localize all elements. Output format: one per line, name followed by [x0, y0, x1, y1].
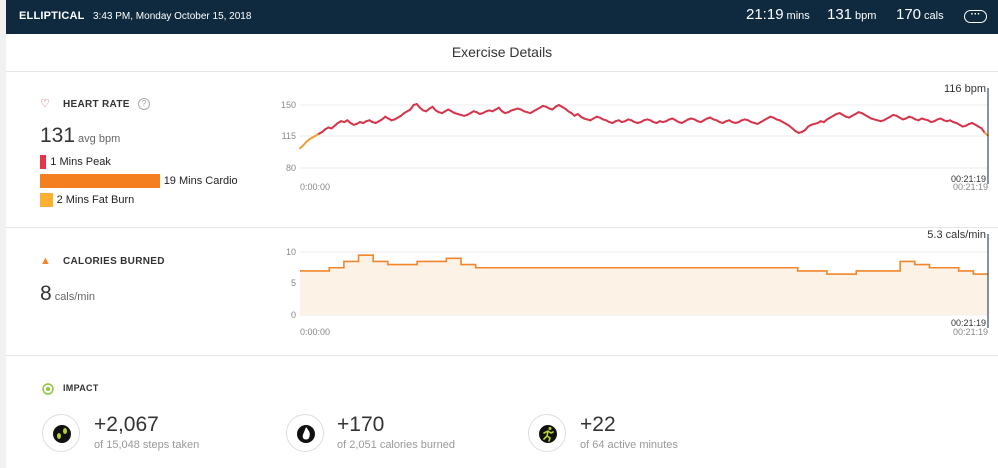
- y-tick-label: 80: [286, 163, 296, 173]
- help-icon[interactable]: ?: [138, 98, 150, 110]
- cursor-time: 00:21:19: [951, 318, 986, 328]
- y-tick-label: 115: [282, 131, 296, 141]
- runner-icon: [528, 414, 566, 452]
- page-title: Exercise Details: [451, 44, 553, 60]
- impact-active-sub: of 64 active minutes: [580, 439, 678, 451]
- duration-stat: 21:19 mins: [746, 6, 810, 23]
- avg-heart-rate: 131 avg bpm: [40, 124, 121, 147]
- y-tick-label: 150: [281, 100, 296, 110]
- y-tick-label: 5: [291, 278, 296, 288]
- zone-bar: [40, 174, 160, 188]
- impact-steps-sub: of 15,048 steps taken: [94, 439, 200, 451]
- x-start-label: 0:00:00: [300, 327, 330, 337]
- heart-rate-stat: 131 bpm: [827, 6, 877, 23]
- x-start-label: 0:00:00: [300, 182, 330, 192]
- footprints-icon: [42, 414, 80, 452]
- y-tick-label: 10: [286, 247, 296, 257]
- calories-stat: 170 cals: [896, 6, 944, 23]
- y-tick-label: 0: [291, 310, 296, 320]
- cursor-value: 116 bpm: [944, 83, 986, 95]
- activity-name: ELLIPTICAL: [19, 10, 85, 22]
- ellipsis-icon[interactable]: ···: [964, 10, 987, 23]
- zone-label: 1 Mins Peak: [50, 156, 111, 168]
- flame-badge-icon: [286, 414, 324, 452]
- divider: [6, 227, 998, 228]
- impact-calories-sub: of 2,051 calories burned: [337, 439, 456, 451]
- calories-per-min: 8 cals/min: [40, 282, 96, 305]
- x-end-label: 00:21:19: [953, 182, 988, 192]
- heart-rate-label: HEART RATE: [63, 99, 130, 110]
- heart-icon: ♡: [40, 98, 50, 110]
- calories-area: [300, 255, 988, 315]
- impact-active-value: +22: [580, 413, 616, 436]
- flame-icon: ▲: [40, 255, 51, 267]
- calories-label: CALORIES BURNED: [63, 256, 165, 267]
- zone-label: 2 Mins Fat Burn: [56, 194, 135, 206]
- impact-label: IMPACT: [63, 383, 99, 393]
- divider: [6, 71, 998, 72]
- cursor-value: 5.3 cals/min: [927, 229, 986, 241]
- zone-label: 19 Mins Cardio: [163, 175, 238, 187]
- impact-calories-value: +170: [337, 413, 385, 436]
- content-card: [6, 0, 998, 468]
- cursor-time: 00:21:19: [951, 174, 986, 184]
- top-bar: ELLIPTICAL 3:43 PM, Monday October 15, 2…: [6, 0, 998, 34]
- x-end-label: 00:21:19: [953, 327, 988, 337]
- activity-datetime: 3:43 PM, Monday October 15, 2018: [93, 11, 252, 22]
- zone-bar: [40, 193, 53, 207]
- calories-line: [300, 254, 988, 275]
- heart-rate-segment: [983, 131, 989, 137]
- impact-steps-value: +2,067: [94, 413, 159, 436]
- divider: [6, 355, 998, 356]
- zone-bar: [40, 155, 47, 169]
